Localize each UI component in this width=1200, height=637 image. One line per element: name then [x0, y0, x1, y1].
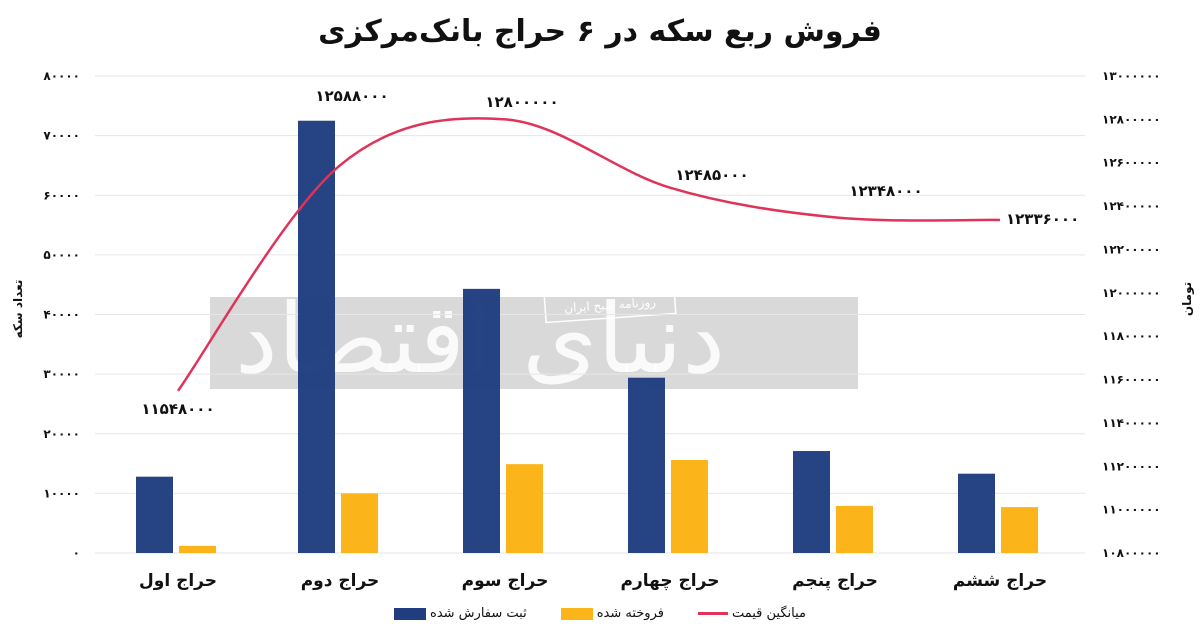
price-data-label: ۱۲۴۸۵۰۰۰ — [675, 166, 748, 184]
bar-sold — [341, 493, 378, 553]
left-axis-title: تعداد سکه — [11, 279, 25, 339]
price-data-label: ۱۲۳۳۶۰۰۰ — [1006, 210, 1079, 228]
price-data-label: ۱۱۵۴۸۰۰۰ — [141, 400, 214, 418]
category-label: حراج سوم — [462, 571, 549, 591]
left-axis-tick: ۴۰۰۰۰ — [43, 308, 80, 322]
legend-line-swatch-icon — [697, 612, 728, 615]
bar-ordered — [463, 288, 500, 553]
category-label: حراج ششم — [953, 571, 1047, 591]
legend-item-sold: فروخته شده — [560, 606, 664, 621]
left-axis-tick: ۷۰۰۰۰ — [43, 129, 80, 143]
bar-ordered — [958, 473, 995, 553]
right-axis-tick: ۱۱۰۰۰۰۰۰ — [1102, 503, 1161, 517]
right-axis-tick: ۱۱۲۰۰۰۰۰ — [1102, 459, 1161, 473]
price-data-label: ۱۲۸۰۰۰۰۰ — [485, 93, 558, 111]
price-data-label: ۱۲۵۸۸۰۰۰ — [315, 87, 388, 105]
bar-ordered — [298, 120, 335, 553]
legend-label-sold: فروخته شده — [596, 606, 664, 621]
bar-ordered — [628, 377, 665, 553]
left-axis-tick: ۱۰۰۰۰ — [43, 486, 80, 500]
avg-price-line — [176, 117, 1001, 392]
bar-sold — [836, 505, 873, 553]
price-data-label: ۱۲۳۴۸۰۰۰ — [849, 182, 922, 200]
right-axis-tick: ۱۲۲۰۰۰۰۰ — [1102, 242, 1161, 256]
right-axis-tick: ۱۲۰۰۰۰۰۰ — [1102, 286, 1161, 300]
right-axis-tick: ۱۰۸۰۰۰۰۰ — [1102, 546, 1161, 560]
chart-title: فروش ربع سکه در ۶ حراج بانک‌مرکزی — [318, 14, 882, 49]
category-label: حراج چهارم — [621, 571, 720, 591]
chart-legend: میانگین قیمت فروخته شده ثبت سفارش شده — [0, 606, 1200, 621]
left-axis-tick: ۲۰۰۰۰ — [43, 427, 80, 441]
right-axis-title: تومان — [1180, 281, 1194, 317]
legend-item-ordered: ثبت سفارش شده — [394, 606, 527, 621]
bar-ordered — [136, 476, 173, 553]
bar-sold — [179, 545, 216, 553]
left-axis-tick: ۵۰۰۰۰ — [43, 248, 80, 262]
right-axis-tick: ۱۱۴۰۰۰۰۰ — [1102, 416, 1161, 430]
legend-ordered-swatch-icon — [394, 607, 427, 620]
right-axis-tick: ۱۲۶۰۰۰۰۰ — [1102, 156, 1161, 170]
right-axis-tick: ۱۱۶۰۰۰۰۰ — [1102, 373, 1161, 387]
category-label: حراج اول — [139, 571, 217, 591]
left-axis-tick: ۳۰۰۰۰ — [43, 367, 80, 381]
legend-sold-swatch-icon — [560, 607, 593, 620]
left-axis-tick: ۰ — [73, 546, 80, 560]
category-label: حراج دوم — [301, 571, 380, 591]
right-axis-tick: ۱۱۸۰۰۰۰۰ — [1102, 329, 1161, 343]
legend-label-ordered: ثبت سفارش شده — [430, 606, 527, 621]
left-axis-tick: ۸۰۰۰۰ — [43, 69, 80, 83]
left-axis-tick: ۶۰۰۰۰ — [43, 188, 80, 202]
category-label: حراج پنجم — [792, 571, 878, 591]
legend-label-avg-price: میانگین قیمت — [731, 606, 806, 621]
bar-ordered — [793, 451, 830, 553]
legend-item-avg-price: میانگین قیمت — [697, 606, 806, 621]
bar-sold — [671, 459, 708, 553]
watermark-badge — [543, 284, 677, 324]
right-axis-tick: ۱۲۴۰۰۰۰۰ — [1102, 199, 1161, 213]
bar-sold — [1001, 507, 1038, 553]
bar-sold — [506, 464, 543, 553]
right-axis-tick: ۱۲۸۰۰۰۰۰ — [1102, 112, 1161, 126]
right-axis-tick: ۱۳۰۰۰۰۰۰ — [1102, 69, 1161, 83]
